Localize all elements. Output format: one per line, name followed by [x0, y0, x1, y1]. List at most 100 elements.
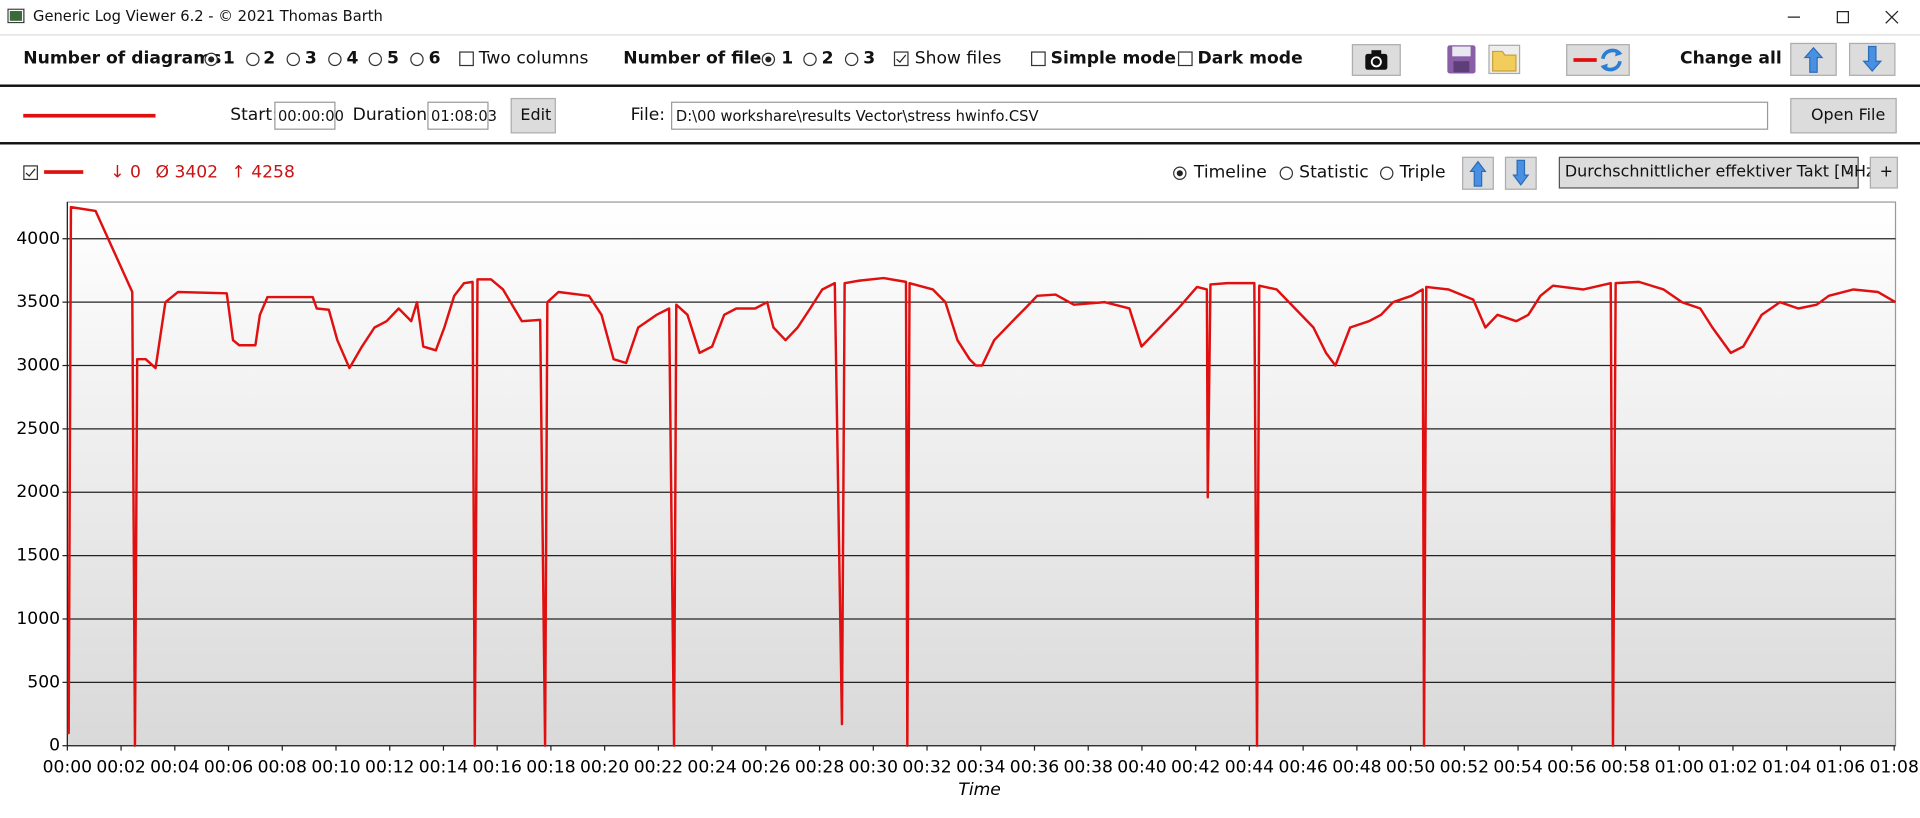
- file-label: File:: [630, 105, 666, 125]
- dark-mode[interactable]: Dark mode: [1197, 48, 1303, 69]
- x-tick-label: 01:00: [1655, 758, 1704, 778]
- start-input[interactable]: 00:00:00: [274, 101, 344, 130]
- option[interactable]: 1: [222, 48, 235, 69]
- checkbox[interactable]: [1031, 51, 1046, 67]
- x-tick-label: 00:38: [1064, 758, 1113, 778]
- min-value: ↓ 0: [110, 162, 141, 183]
- option[interactable]: 3: [304, 48, 317, 69]
- radio[interactable]: [410, 52, 424, 67]
- move-up[interactable]: [1462, 156, 1494, 190]
- duration-input[interactable]: 01:08:03: [427, 101, 497, 130]
- checkbox[interactable]: [1177, 51, 1193, 67]
- x-tick-label: 01:06: [1816, 758, 1865, 778]
- x-tick-label: 00:50: [1386, 758, 1435, 778]
- window-title: Generic Log Viewer 6.2 - © 2021 Thomas B…: [33, 7, 383, 25]
- x-tick-label: 00:30: [849, 758, 898, 778]
- x-tick-label: 00:32: [902, 758, 951, 778]
- camera-icon: [1365, 50, 1388, 70]
- avg-value: Ø 3402: [155, 162, 219, 183]
- x-tick-label: 00:36: [1010, 758, 1059, 778]
- x-tick-label: 00:40: [1117, 758, 1166, 778]
- series-color[interactable]: [44, 170, 84, 174]
- checkbox[interactable]: [459, 51, 474, 67]
- window-controls[interactable]: [1782, 5, 1917, 29]
- y-tick-label: 1000: [16, 609, 60, 629]
- color-refresh-button[interactable]: [1566, 44, 1630, 76]
- x-tick-label: 00:54: [1493, 758, 1542, 778]
- radio[interactable]: [246, 52, 260, 67]
- radio[interactable]: [328, 52, 342, 67]
- two-columns[interactable]: Two columns: [478, 48, 589, 69]
- option[interactable]: 5: [386, 48, 399, 69]
- y-tick-label: 500: [27, 672, 60, 692]
- mode-option[interactable]: Triple: [1399, 162, 1446, 183]
- radio[interactable]: [368, 52, 383, 67]
- option[interactable]: 3: [863, 48, 876, 69]
- y-tick-label: 2500: [16, 419, 60, 439]
- radio[interactable]: [844, 52, 859, 67]
- move-up-all[interactable]: [1790, 42, 1837, 76]
- x-tick-label: 00:06: [204, 758, 253, 778]
- option[interactable]: 4: [346, 48, 359, 69]
- max-value: ↑ 4258: [231, 162, 295, 183]
- option[interactable]: 1: [781, 48, 794, 69]
- separator: [0, 142, 1920, 145]
- edit-label[interactable]: Edit: [520, 106, 552, 125]
- option[interactable]: 6: [428, 48, 441, 69]
- radio[interactable]: [1380, 166, 1394, 181]
- file-color[interactable]: [23, 113, 156, 118]
- x-tick-label: 00:00: [43, 758, 92, 778]
- x-tick-label: 00:56: [1547, 758, 1596, 778]
- x-tick-label: 00:48: [1332, 758, 1381, 778]
- channel-dropdown[interactable]: Durchschnittlicher effektiver Takt [MHz]: [1558, 156, 1881, 189]
- channel-name[interactable]: Durchschnittlicher effektiver Takt [MHz]: [1564, 162, 1881, 182]
- option[interactable]: 2: [263, 48, 276, 69]
- checkbox[interactable]: [23, 165, 38, 181]
- y-tick-label: 0: [49, 736, 60, 756]
- change-all: Change all: [1680, 48, 1782, 69]
- edit-button[interactable]: Edit: [510, 97, 556, 134]
- radio[interactable]: [204, 52, 218, 67]
- x-tick-label: 00:12: [365, 758, 414, 778]
- simple-mode[interactable]: Simple mode: [1050, 48, 1176, 69]
- radio[interactable]: [803, 52, 817, 67]
- mode-option[interactable]: Statistic: [1299, 162, 1369, 183]
- refresh-icon: [1573, 48, 1623, 72]
- data-line: [67, 205, 1897, 747]
- x-tick-label: 00:14: [419, 758, 468, 778]
- duration-value[interactable]: 01:08:03: [431, 107, 498, 125]
- x-tick-label: 00:34: [956, 758, 1005, 778]
- option[interactable]: 2: [821, 48, 834, 69]
- add-label[interactable]: +: [1879, 162, 1893, 182]
- radio[interactable]: [1279, 166, 1294, 181]
- radio[interactable]: [761, 52, 776, 67]
- file-path[interactable]: D:\00 workshare\results Vector\stress hw…: [675, 107, 1039, 125]
- radio[interactable]: [286, 52, 301, 67]
- y-tick-label: 1500: [16, 546, 60, 566]
- add-button[interactable]: +: [1869, 156, 1898, 189]
- open-file-button[interactable]: Open File: [1790, 97, 1897, 134]
- mode-option[interactable]: Timeline: [1193, 162, 1267, 183]
- down-arrow: [1862, 45, 1883, 72]
- start-value[interactable]: 00:00:00: [277, 107, 344, 125]
- open-file-label[interactable]: Open File: [1811, 106, 1886, 125]
- file-input[interactable]: D:\00 workshare\results Vector\stress hw…: [671, 101, 1769, 130]
- y-tick-label: 4000: [16, 229, 60, 249]
- move-down-all[interactable]: [1848, 42, 1896, 76]
- x-axis-title: Time: [958, 780, 1000, 800]
- y-tick-label: 3500: [16, 292, 60, 312]
- checkbox[interactable]: [893, 51, 909, 67]
- up-arrow: [1469, 160, 1487, 187]
- x-tick-label: 00:22: [634, 758, 683, 778]
- move-down[interactable]: [1504, 156, 1537, 190]
- down-arrow: [1512, 159, 1530, 186]
- screenshot-button[interactable]: [1351, 44, 1401, 76]
- x-tick-label: 00:52: [1440, 758, 1489, 778]
- diagrams-label: Number of diagrams: [23, 48, 222, 69]
- radio[interactable]: [1173, 166, 1187, 181]
- chevron: [1844, 169, 1854, 175]
- x-tick-label: 01:08: [1869, 758, 1918, 778]
- show-files[interactable]: Show files: [914, 48, 1002, 69]
- file-icons[interactable]: [1446, 44, 1522, 76]
